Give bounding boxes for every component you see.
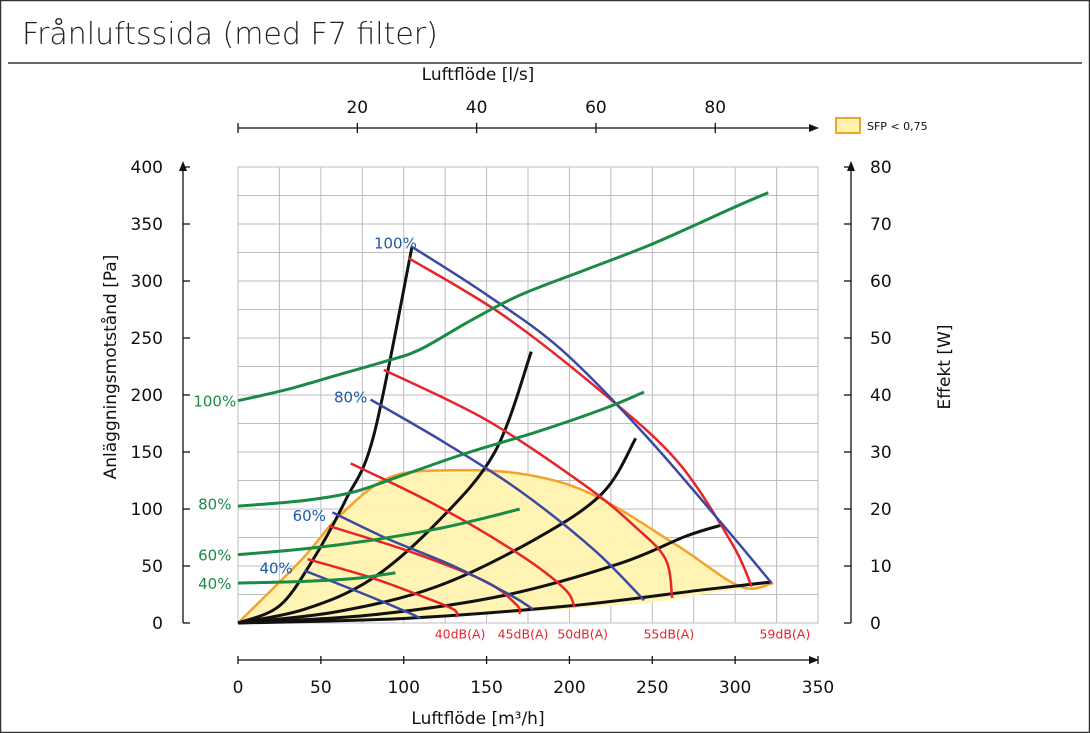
legend-label: SFP < 0,75 [867,120,928,133]
fan-curve [369,398,645,602]
y-left-axis-arrow [179,161,187,171]
x-tick-label: 250 [636,678,668,698]
power-curve [237,191,769,403]
y-right-tick-label: 60 [870,272,892,292]
x-axis-title: Luftflöde [m³/h] [411,709,544,729]
x-top-tick-label: 60 [585,98,607,118]
power-curve-label: 60% [198,547,231,565]
sfp-region-border [237,468,774,624]
fan-curve-label: 40% [259,559,292,577]
x-top-axis-arrow [809,124,819,132]
x-tick-label: 200 [553,678,585,698]
y-right-tick-label: 20 [870,500,892,520]
y-left-tick-label: 200 [131,386,163,406]
system-curve [237,437,638,625]
fan-curve [331,511,534,611]
sound-curve-label: 45dB(A) [498,626,549,641]
x-tick-label: 50 [310,678,332,698]
x-axis-arrow [809,656,819,664]
y-left-tick-label: 0 [152,614,163,634]
power-curve-label: 40% [198,575,231,593]
sound-curve [307,557,459,618]
y-left-tick-label: 150 [131,443,163,463]
sound-curve [383,368,674,599]
y-right-tick-label: 70 [870,215,892,235]
y-right-tick-label: 0 [870,614,881,634]
curves-layer [237,191,773,625]
sound-curve-label: 50dB(A) [557,626,608,641]
y-axis-left-title: Anläggningsmotstånd [Pa] [100,255,121,480]
x-top-tick-label: 20 [346,98,368,118]
x-tick-label: 350 [802,678,834,698]
system-curve [237,351,533,625]
x-tick-label: 0 [233,678,244,698]
sound-curve [350,462,576,608]
system-curve [237,246,414,625]
sound-curve-label: 55dB(A) [643,626,694,641]
y-left-tick-label: 250 [131,329,163,349]
power-curve-label: 80% [198,495,231,513]
y-right-tick-label: 30 [870,443,892,463]
y-right-tick-label: 10 [870,557,892,577]
system-curve [237,523,723,625]
top-axis-title: Luftflöde [l/s] [422,65,535,85]
fan-curve-label: 100% [374,234,417,252]
x-tick-label: 300 [719,678,751,698]
y-left-tick-label: 400 [131,158,163,178]
y-right-axis-arrow [847,161,855,171]
y-left-tick-label: 50 [141,557,163,577]
power-curve [237,390,645,508]
system-curve [237,580,772,625]
y-left-tick-label: 100 [131,500,163,520]
x-top-tick-label: 80 [704,98,726,118]
y-right-tick-label: 80 [870,158,892,178]
fan-curve [411,245,773,584]
y-axis-right-title: Effekt [W] [935,325,955,410]
fan-curve-label: 80% [334,388,367,406]
fan-curve-label: 60% [293,507,326,525]
y-left-tick-label: 350 [131,215,163,235]
sound-curve-label: 40dB(A) [435,626,486,641]
labels-layer: 100% 80% 60% 40% 100% 80% 60% 40% 40dB(A) 45dB(A)… [193,234,810,641]
y-left-tick-label: 300 [131,272,163,292]
power-curve [237,507,521,557]
sound-curve [408,257,753,588]
legend-swatch [835,117,861,134]
sound-curve-label: 59dB(A) [759,626,810,641]
power-curve-label: 100% [193,393,236,411]
x-tick-label: 100 [387,678,419,698]
power-curve [237,571,396,585]
x-top-tick-label: 40 [466,98,488,118]
y-right-tick-label: 40 [870,386,892,406]
legend: SFP < 0,75 [835,117,928,134]
x-tick-label: 150 [470,678,502,698]
y-right-tick-label: 50 [870,329,892,349]
chart-title: Frånluftssida (med F7 filter) [22,16,438,52]
